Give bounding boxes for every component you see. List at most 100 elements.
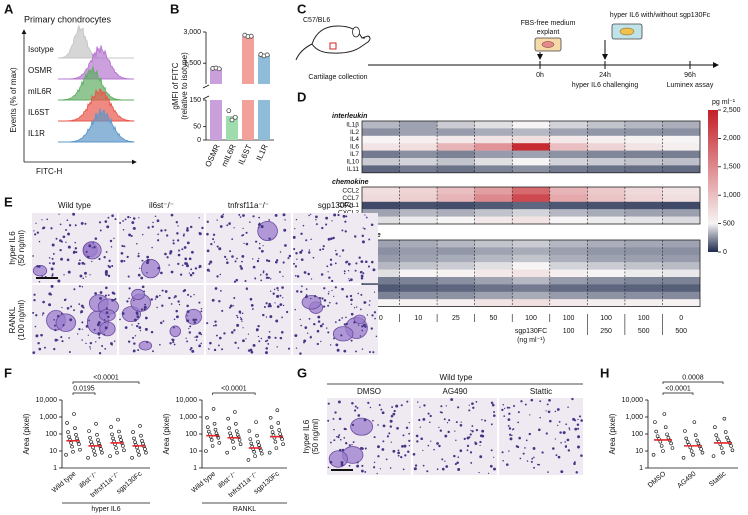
panel-label: A — [4, 1, 14, 16]
micrograph — [499, 397, 583, 475]
osteoclast — [350, 417, 374, 436]
cell — [559, 431, 562, 434]
cell — [177, 253, 181, 257]
cell — [136, 312, 139, 316]
knee-mark — [329, 42, 337, 50]
cell — [401, 445, 404, 448]
cell — [341, 229, 344, 232]
data-point — [115, 450, 119, 455]
cell — [152, 221, 154, 224]
cell — [328, 276, 331, 279]
cell — [235, 278, 239, 282]
cell — [214, 324, 217, 327]
cell — [322, 248, 325, 251]
data-point — [729, 444, 733, 448]
panel-label: C — [297, 1, 307, 16]
cell — [175, 309, 179, 313]
cell — [294, 308, 296, 311]
cell — [340, 334, 343, 337]
row-label: IL10 — [346, 158, 359, 165]
cell — [126, 256, 129, 259]
cell — [392, 449, 396, 453]
cell — [319, 248, 322, 251]
cell — [121, 312, 125, 315]
cell — [187, 293, 190, 296]
heatmap-cell — [587, 284, 626, 292]
heatmap-cell — [399, 194, 438, 202]
data-point — [233, 410, 237, 414]
cell — [150, 330, 154, 334]
cell — [94, 237, 98, 240]
mouse-body — [311, 25, 371, 54]
cell — [312, 256, 315, 259]
cell — [170, 303, 173, 305]
cell — [353, 321, 356, 324]
cell — [337, 213, 340, 217]
data-point — [139, 433, 143, 438]
data-point — [97, 441, 101, 446]
cell — [210, 243, 213, 246]
time-label: 96h — [684, 72, 696, 79]
cell — [42, 300, 45, 304]
cell — [373, 436, 376, 439]
data-point — [110, 432, 114, 437]
y-axis-label: Area (pixel) — [608, 413, 617, 454]
panel-title: Primary chondrocytes — [24, 14, 112, 24]
data-point — [144, 450, 148, 455]
cell — [524, 447, 526, 449]
cell — [560, 470, 564, 474]
cell — [573, 461, 576, 464]
cell — [262, 271, 265, 274]
cell — [321, 226, 324, 230]
cell — [239, 216, 242, 218]
cell — [310, 278, 313, 280]
cell — [120, 259, 124, 263]
cell — [381, 448, 385, 451]
cell — [33, 299, 36, 302]
heatmap-cell — [362, 277, 400, 285]
cell — [420, 437, 423, 441]
cell — [91, 247, 93, 249]
micrograph — [293, 285, 378, 355]
cell — [369, 406, 372, 409]
cell — [517, 411, 520, 414]
annotation: <0.0001 — [93, 374, 119, 381]
cell — [54, 328, 57, 332]
cell — [191, 349, 195, 353]
y-axis-label: Area (pixel) — [162, 413, 171, 454]
cell — [208, 262, 211, 266]
data-point — [232, 114, 238, 120]
cell — [80, 304, 84, 308]
cell — [259, 242, 261, 245]
cell — [356, 406, 359, 409]
cell — [113, 292, 116, 295]
heatmap-cell — [662, 194, 701, 202]
cell — [89, 341, 93, 345]
cell — [345, 215, 348, 218]
heatmap-cell — [624, 216, 663, 225]
cell — [295, 218, 298, 221]
osteoclast — [301, 295, 322, 310]
cell — [329, 441, 332, 444]
cell — [133, 299, 135, 302]
colorbar-tick-label: 1,000 — [723, 192, 741, 199]
data-point — [114, 446, 118, 450]
y-axis-label: gMFI of FITC — [171, 62, 180, 109]
row-title: (100 ng/ml) — [17, 299, 26, 340]
cell — [72, 251, 76, 254]
cell — [526, 460, 529, 462]
cell — [75, 251, 78, 254]
cell — [281, 330, 284, 334]
y-tick-label: 3,000 — [183, 29, 201, 36]
cell — [73, 288, 76, 291]
row-title: RANKL — [8, 306, 17, 333]
heatmap-cell — [624, 121, 663, 129]
row-title: (50 ng/ml) — [311, 418, 320, 454]
cell — [93, 246, 96, 249]
colorbar-tick-label: 2,500 — [723, 107, 741, 114]
cell — [265, 259, 269, 262]
cell — [267, 276, 270, 279]
cell — [470, 429, 472, 432]
cell — [57, 279, 61, 283]
heatmap-cell — [362, 165, 400, 173]
